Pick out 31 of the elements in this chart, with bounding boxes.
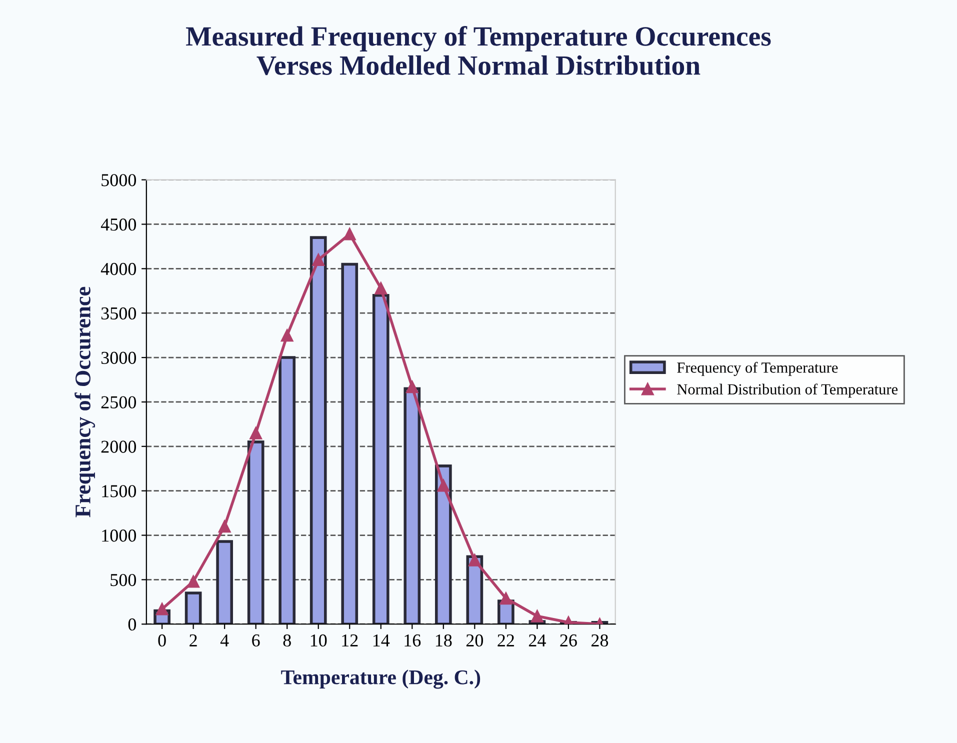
legend-label: Normal Distribution of Temperature [677, 384, 898, 398]
x-tick-label: 24 [528, 634, 546, 646]
y-tick-label: 2000 [101, 440, 136, 453]
y-tick-label: 5000 [102, 174, 136, 186]
legend-label: Frequency of Temperature [677, 362, 838, 376]
x-tick-label: 6 [252, 634, 260, 647]
x-tick-label: 22 [498, 634, 514, 646]
y-tick-label: 1000 [102, 530, 136, 542]
x-tick-label: 0 [158, 634, 166, 647]
x-axis-title: Temperature (Deg. C.) [281, 670, 480, 689]
x-tick-label: 20 [466, 634, 484, 647]
y-tick-label: 4000 [100, 262, 136, 276]
y-tick-label: 2500 [101, 396, 136, 408]
x-tick-label: 8 [283, 634, 291, 647]
x-tick-label: 14 [373, 634, 390, 646]
y-axis-title: Frequency of Occurence [74, 286, 96, 518]
x-tick-label: 18 [436, 634, 452, 647]
x-tick-label: 26 [560, 634, 577, 647]
x-tick-label: 12 [342, 634, 358, 646]
y-tick-label: 3000 [101, 352, 136, 364]
x-tick-label: 16 [404, 634, 421, 647]
y-tick-label: 0 [128, 618, 136, 631]
x-tick-label: 2 [190, 634, 197, 646]
x-tick-label: 4 [220, 634, 229, 646]
y-tick-label: 1500 [102, 485, 136, 498]
y-tick-label: 4500 [100, 218, 136, 231]
x-tick-label: 10 [310, 634, 327, 647]
chart-title: Measured Frequency of Temperature Occurences Verses Modelled Normal Distribution [186, 26, 771, 76]
x-tick-label: 28 [591, 634, 608, 647]
y-tick-label: 500 [110, 574, 136, 586]
y-tick-label: 3500 [101, 307, 136, 320]
